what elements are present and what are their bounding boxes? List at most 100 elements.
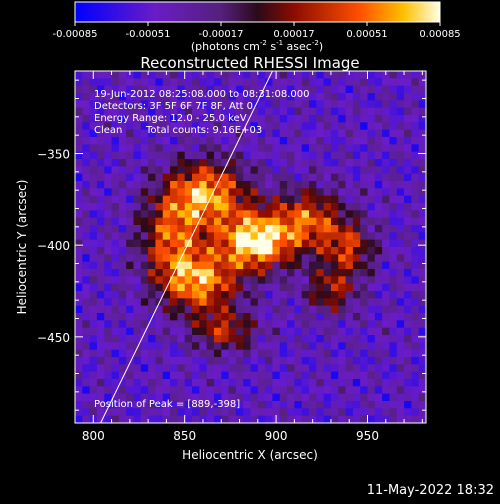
heatmap-cell <box>272 210 281 219</box>
heatmap-cell <box>199 115 208 123</box>
heatmap-cell <box>367 320 376 329</box>
heatmap-cell <box>294 151 303 160</box>
heatmap-cell <box>250 151 259 160</box>
heatmap-cell <box>89 327 98 336</box>
heatmap-cell <box>82 298 91 307</box>
heatmap-cell <box>338 313 347 321</box>
heatmap-cell <box>184 327 193 336</box>
heatmap-cell <box>265 210 273 219</box>
heatmap-cell <box>294 364 303 373</box>
heatmap-cell <box>250 408 259 417</box>
heatmap-cell <box>360 415 368 423</box>
heatmap-cell <box>126 327 134 336</box>
heatmap-cell <box>221 386 230 395</box>
heatmap-cell <box>243 85 251 94</box>
heatmap-cell <box>140 335 149 343</box>
heatmap-cell <box>206 342 215 351</box>
heatmap-cell <box>82 349 91 358</box>
heatmap-cell <box>250 276 259 285</box>
heatmap-cell <box>243 386 251 395</box>
heatmap-cell <box>96 203 105 211</box>
heatmap-cell <box>287 335 295 343</box>
heatmap-cell <box>250 159 259 167</box>
heatmap-cell <box>82 137 91 145</box>
heatmap-cell <box>257 78 266 87</box>
heatmap-cell <box>199 159 208 167</box>
heatmap-cell <box>162 137 171 145</box>
heatmap-cell <box>360 107 368 116</box>
heatmap-cell <box>148 129 156 138</box>
heatmap-cell <box>96 415 105 423</box>
heatmap-cell <box>170 210 178 219</box>
heatmap-cell <box>133 283 142 292</box>
heatmap-cell <box>243 129 251 138</box>
heatmap-cell <box>272 225 281 233</box>
heatmap-cell <box>155 203 164 211</box>
heatmap-cell <box>345 291 354 299</box>
heatmap-cell <box>96 137 105 145</box>
heatmap-cell <box>250 335 259 343</box>
heatmap-cell <box>418 254 426 263</box>
heatmap-cell <box>330 342 339 351</box>
heatmap-cell <box>316 254 325 263</box>
heatmap-cell <box>265 225 273 233</box>
heatmap-cell <box>287 408 295 417</box>
heatmap-cell <box>206 115 215 123</box>
heatmap-cell <box>148 298 156 307</box>
heatmap-cell <box>75 115 83 123</box>
heatmap-cell <box>330 129 339 138</box>
heatmap-cell <box>96 129 105 138</box>
heatmap-cell <box>389 195 398 204</box>
heatmap-cell <box>126 357 134 365</box>
heatmap-cell <box>301 401 310 409</box>
heatmap-cell <box>301 93 310 101</box>
heatmap-cell <box>228 217 237 226</box>
heatmap-cell <box>374 327 383 336</box>
heatmap-cell <box>250 107 259 116</box>
heatmap-cell <box>148 291 156 299</box>
heatmap-cell <box>338 129 347 138</box>
heatmap-cell <box>352 181 361 189</box>
heatmap-cell <box>309 371 317 380</box>
heatmap-cell <box>243 283 251 292</box>
heatmap-cell <box>309 210 317 219</box>
heatmap-cell <box>338 364 347 373</box>
heatmap-cell <box>111 269 120 277</box>
heatmap-cell <box>235 203 244 211</box>
heatmap-cell <box>140 210 149 219</box>
heatmap-cell <box>118 173 127 182</box>
heatmap-cell <box>192 415 200 423</box>
heatmap-cell <box>279 100 288 109</box>
heatmap-cell <box>250 217 259 226</box>
heatmap-cell <box>404 357 412 365</box>
heatmap-cell <box>199 203 208 211</box>
heatmap-cell <box>294 276 303 285</box>
heatmap-cell <box>418 93 426 101</box>
heatmap-cell <box>184 137 193 145</box>
heatmap-cell <box>360 159 368 167</box>
heatmap-cell <box>243 232 251 241</box>
heatmap-cell <box>257 181 266 189</box>
heatmap-cell <box>75 291 83 299</box>
heatmap-cell <box>389 401 398 409</box>
heatmap-cell <box>184 247 193 255</box>
heatmap-cell <box>345 188 354 197</box>
heatmap-cell <box>404 71 412 79</box>
heatmap-cell <box>82 232 91 241</box>
heatmap-cell <box>118 305 127 314</box>
heatmap-cell <box>104 313 113 321</box>
heatmap-cell <box>192 349 200 358</box>
heatmap-cell <box>323 291 332 299</box>
heatmap-cell <box>206 335 215 343</box>
heatmap-cell <box>104 261 113 270</box>
heatmap-cell <box>352 188 361 197</box>
heatmap-cell <box>89 195 98 204</box>
heatmap-cell <box>367 129 376 138</box>
heatmap-cell <box>330 276 339 285</box>
heatmap-cell <box>411 335 420 343</box>
heatmap-cell <box>309 247 317 255</box>
heatmap-cell <box>396 342 405 351</box>
heatmap-cell <box>82 247 91 255</box>
heatmap-cell <box>170 364 178 373</box>
heatmap-cell <box>330 159 339 167</box>
